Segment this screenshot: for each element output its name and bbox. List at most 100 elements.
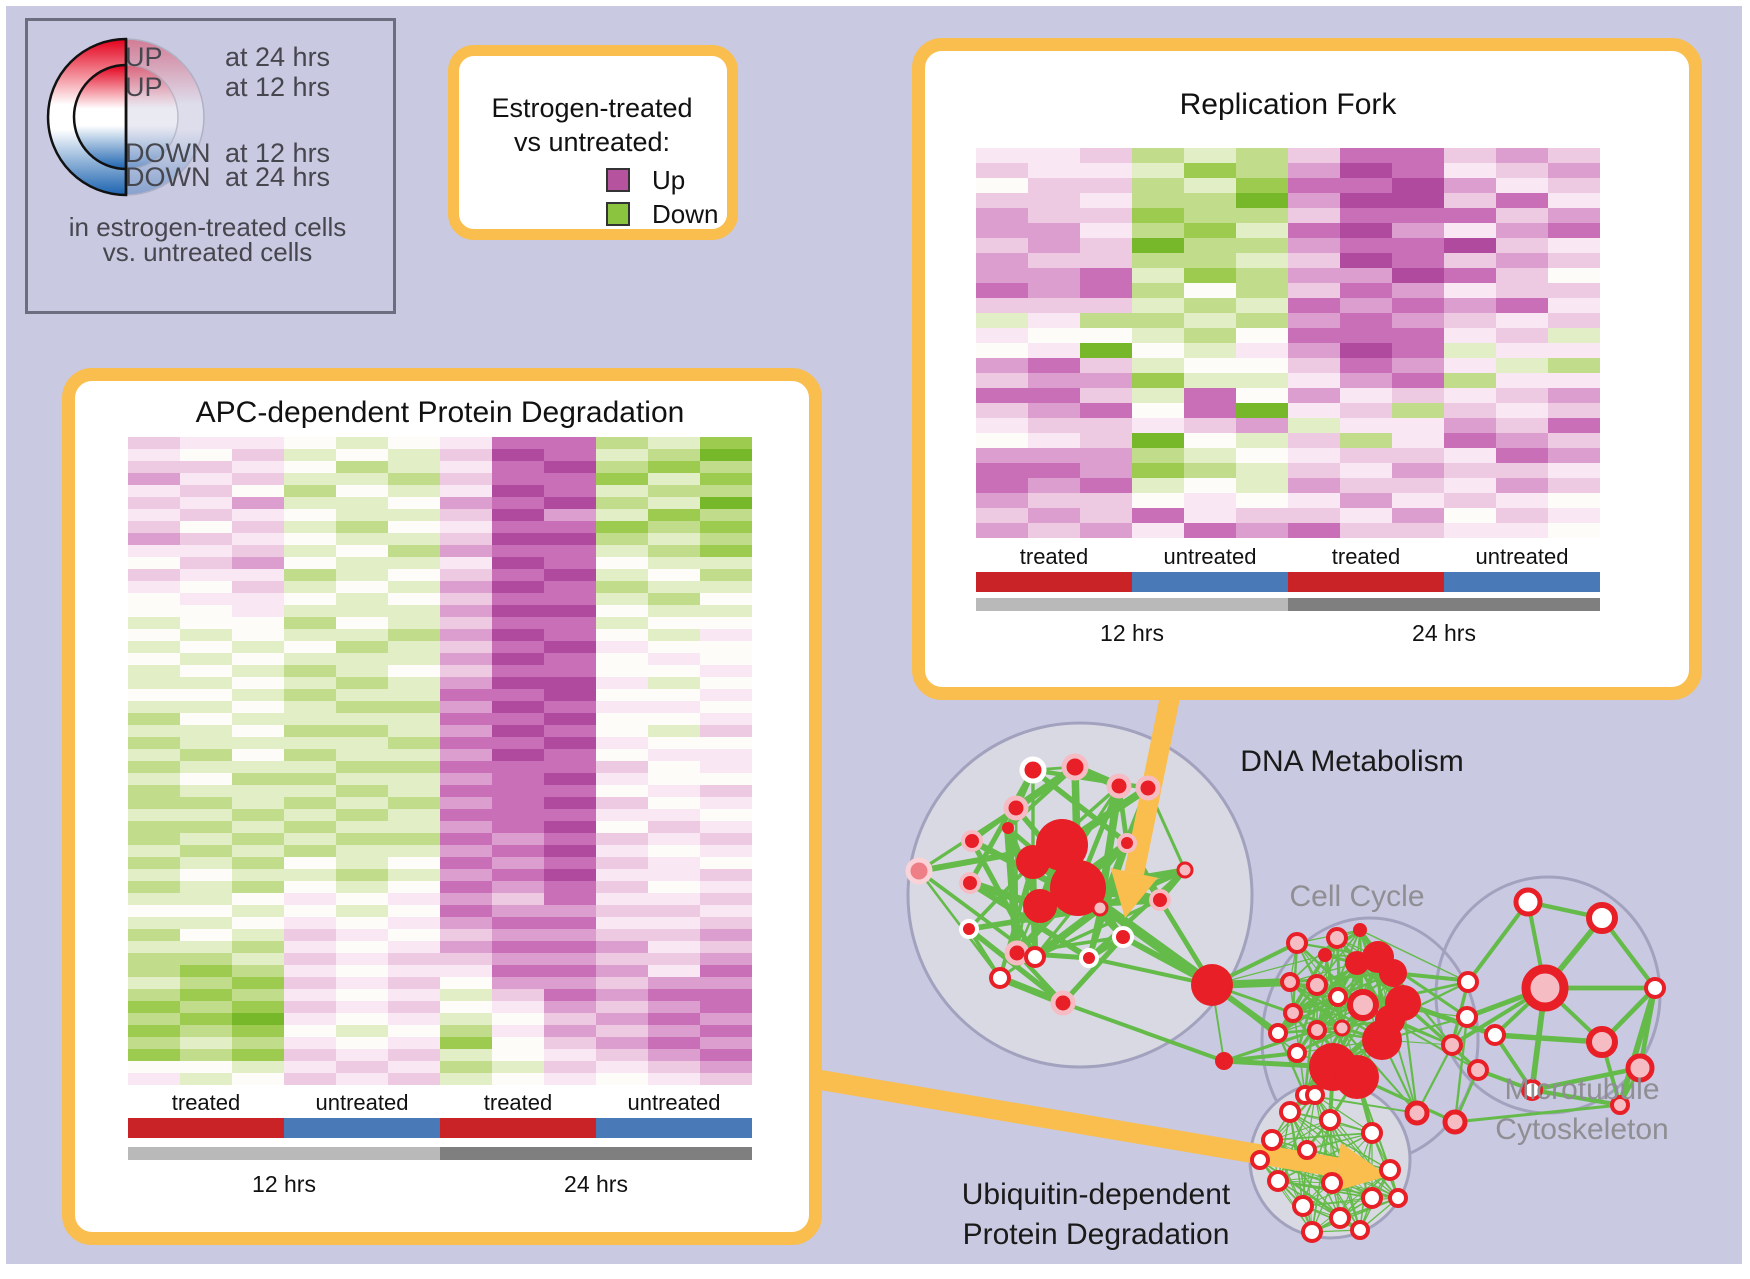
- heatmap-cell: [128, 893, 180, 905]
- heatmap-cell: [976, 313, 1028, 328]
- heatmap-cell: [440, 521, 492, 533]
- heatmap-cell: [1496, 178, 1548, 193]
- heatmap-cell: [544, 689, 596, 701]
- heatmap-cell: [544, 497, 596, 509]
- group-label-untreated-3: untreated: [627, 1090, 721, 1115]
- heatmap-row: [128, 809, 752, 821]
- heatmap-cell: [440, 773, 492, 785]
- heatmap-cell: [1444, 148, 1496, 163]
- heatmap-cell: [232, 737, 284, 749]
- heatmap-cell: [1288, 433, 1340, 448]
- heatmap-cell: [284, 533, 336, 545]
- heatmap-cell: [1548, 373, 1600, 388]
- heatmap-cell: [284, 1061, 336, 1073]
- heatmap-cell: [128, 821, 180, 833]
- heatmap-row: [976, 178, 1600, 193]
- heatmap-cell: [1236, 418, 1288, 433]
- heatmap-cell: [1132, 433, 1184, 448]
- heatmap-cell: [544, 941, 596, 953]
- network-node: [1625, 1053, 1655, 1083]
- network-node: [1024, 946, 1046, 968]
- heatmap-row: [128, 1025, 752, 1037]
- heatmap-cell: [284, 545, 336, 557]
- heatmap-cell: [232, 725, 284, 737]
- heatmap-cell: [492, 737, 544, 749]
- network-node: [1521, 1079, 1543, 1101]
- heatmap-row: [128, 965, 752, 977]
- heatmap-cell: [284, 473, 336, 485]
- heatmap-cell: [976, 328, 1028, 343]
- heatmap-cell: [492, 557, 544, 569]
- group-label-treated-2: treated: [483, 1090, 553, 1115]
- group-label-treated-0: treated: [1019, 544, 1089, 569]
- cluster-label: Microtubule: [1504, 1073, 1660, 1106]
- heatmap-cell: [284, 653, 336, 665]
- heatmap-cell: [1080, 328, 1132, 343]
- heatmap-cell: [180, 1073, 232, 1085]
- heatmap-cell: [1340, 343, 1392, 358]
- heatmap-cell: [1288, 208, 1340, 223]
- heatmap-cell: [544, 581, 596, 593]
- heatmap-cell: [388, 629, 440, 641]
- heatmap-row: [976, 298, 1600, 313]
- heatmap-cell: [1080, 388, 1132, 403]
- heatmap-cell: [128, 857, 180, 869]
- heatmap-cell: [1236, 298, 1288, 313]
- heatmap-cell: [596, 701, 648, 713]
- heatmap-cell: [1392, 358, 1444, 373]
- heatmap-cell: [440, 869, 492, 881]
- heatmap-cell: [492, 713, 544, 725]
- heatmap-row: [976, 223, 1600, 238]
- heatmap-cell: [1444, 238, 1496, 253]
- heatmap-cell: [1548, 178, 1600, 193]
- heatmap-cell: [1028, 433, 1080, 448]
- heatmap-cell: [336, 929, 388, 941]
- heatmap-cell: [128, 617, 180, 629]
- heatmap-cell: [976, 403, 1028, 418]
- direction-time-label: at 24 hrs: [225, 42, 331, 72]
- heatmap-cell: [1288, 478, 1340, 493]
- heatmap-cell: [1080, 163, 1132, 178]
- network-node: [1404, 1100, 1430, 1126]
- heatmap-cell: [388, 569, 440, 581]
- heatmap-cell: [180, 1001, 232, 1013]
- heatmap-cell: [596, 809, 648, 821]
- heatmap-cell: [1496, 433, 1548, 448]
- network-node: [1267, 1170, 1289, 1192]
- heatmap-cell: [1028, 493, 1080, 508]
- heatmap-cell: [1132, 268, 1184, 283]
- heatmap-cell: [128, 941, 180, 953]
- heatmap-cell: [284, 905, 336, 917]
- replication-fork-panel: Replication Fork treated untreated treated…: [912, 38, 1702, 700]
- estrogen-legend-title-line2: vs untreated:: [513, 127, 671, 157]
- heatmap-cell: [336, 1049, 388, 1061]
- heatmap-cell: [1444, 358, 1496, 373]
- heatmap-cell: [180, 449, 232, 461]
- heatmap-cell: [596, 905, 648, 917]
- network-node: [1361, 1187, 1383, 1209]
- heatmap-cell: [440, 449, 492, 461]
- heatmap-row: [976, 418, 1600, 433]
- heatmap-cell: [232, 953, 284, 965]
- heatmap-cell: [648, 857, 700, 869]
- network-node: [1326, 927, 1348, 949]
- heatmap-cell: [1392, 493, 1444, 508]
- heatmap-cell: [1392, 448, 1444, 463]
- heatmap-cell: [1028, 373, 1080, 388]
- heatmap-cell: [1132, 208, 1184, 223]
- heatmap-cell: [648, 953, 700, 965]
- network-edge: [1415, 1016, 1469, 1114]
- heatmap-cell: [1184, 433, 1236, 448]
- heatmap-cell: [1340, 163, 1392, 178]
- heatmap-cell: [976, 373, 1028, 388]
- heatmap-cell: [648, 989, 700, 1001]
- network-edge: [1271, 1132, 1373, 1141]
- heatmap-cell: [336, 749, 388, 761]
- heatmap-cell: [700, 857, 752, 869]
- heatmap-cell: [976, 523, 1028, 538]
- heatmap-cell: [544, 1025, 596, 1037]
- heatmap-cell: [700, 845, 752, 857]
- heatmap-cell: [232, 473, 284, 485]
- heatmap-cell: [648, 977, 700, 989]
- heatmap-cell: [388, 965, 440, 977]
